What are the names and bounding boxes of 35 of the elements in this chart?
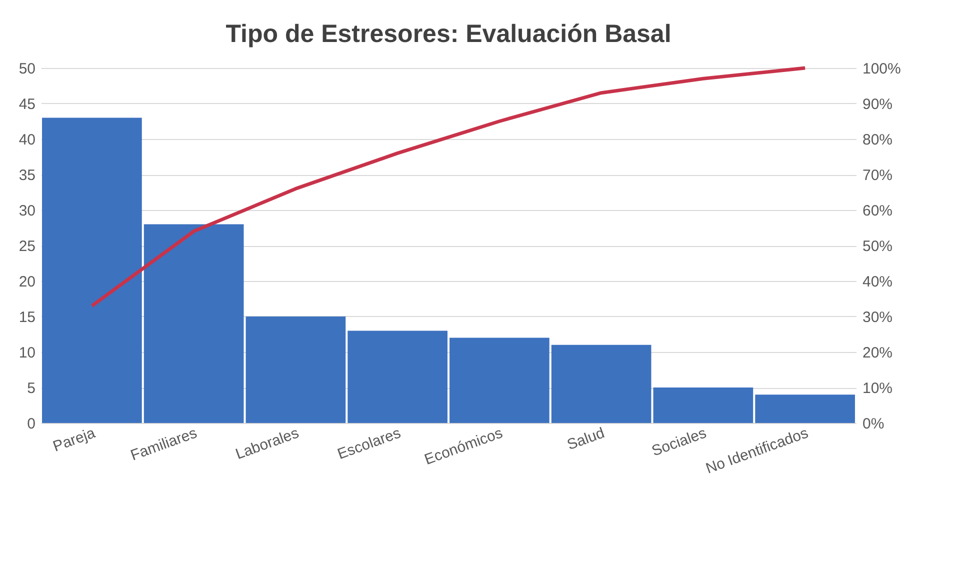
x-tick-label: Pareja bbox=[50, 424, 98, 456]
bar bbox=[246, 316, 346, 423]
y-tick-label: 20 bbox=[18, 274, 36, 290]
bar bbox=[551, 344, 652, 423]
y2-tick-label: 30% bbox=[862, 309, 893, 326]
y2-tick-label: 50% bbox=[862, 238, 893, 255]
bar bbox=[653, 388, 754, 423]
bar bbox=[755, 394, 855, 423]
y-tick-label: 10 bbox=[18, 344, 36, 362]
y-tick-label: 50 bbox=[18, 60, 36, 78]
y2-tick-label: 70% bbox=[862, 167, 893, 184]
y2-tick-label: 100% bbox=[862, 60, 901, 78]
y-tick-label: 0 bbox=[27, 416, 36, 432]
bar bbox=[348, 330, 448, 423]
y2-tick-label: 20% bbox=[862, 344, 893, 362]
y-tick-label: 30 bbox=[18, 202, 36, 220]
y2-tick-label: 60% bbox=[862, 202, 893, 220]
bar bbox=[450, 338, 550, 423]
y2-tick-label: 0% bbox=[862, 416, 884, 432]
y-tick-label: 15 bbox=[18, 309, 36, 326]
x-tick-label: Salud bbox=[564, 424, 607, 454]
x-tick-label: Sociales bbox=[650, 424, 709, 460]
chart-title: Tipo de Estresores: Evaluación Basal bbox=[226, 20, 672, 48]
y2-tick-label: 40% bbox=[862, 274, 893, 290]
y-tick-label: 45 bbox=[18, 96, 36, 113]
bar bbox=[42, 118, 142, 423]
y-tick-label: 5 bbox=[27, 380, 36, 397]
bar bbox=[144, 224, 244, 423]
y2-tick-label: 90% bbox=[862, 96, 893, 113]
y2-tick-label: 80% bbox=[862, 132, 893, 148]
y-tick-label: 40 bbox=[18, 132, 36, 148]
y-tick-label: 25 bbox=[18, 238, 36, 255]
line-series bbox=[90, 66, 807, 308]
y2-tick-label: 10% bbox=[862, 380, 893, 397]
y-tick-label: 35 bbox=[18, 167, 36, 184]
